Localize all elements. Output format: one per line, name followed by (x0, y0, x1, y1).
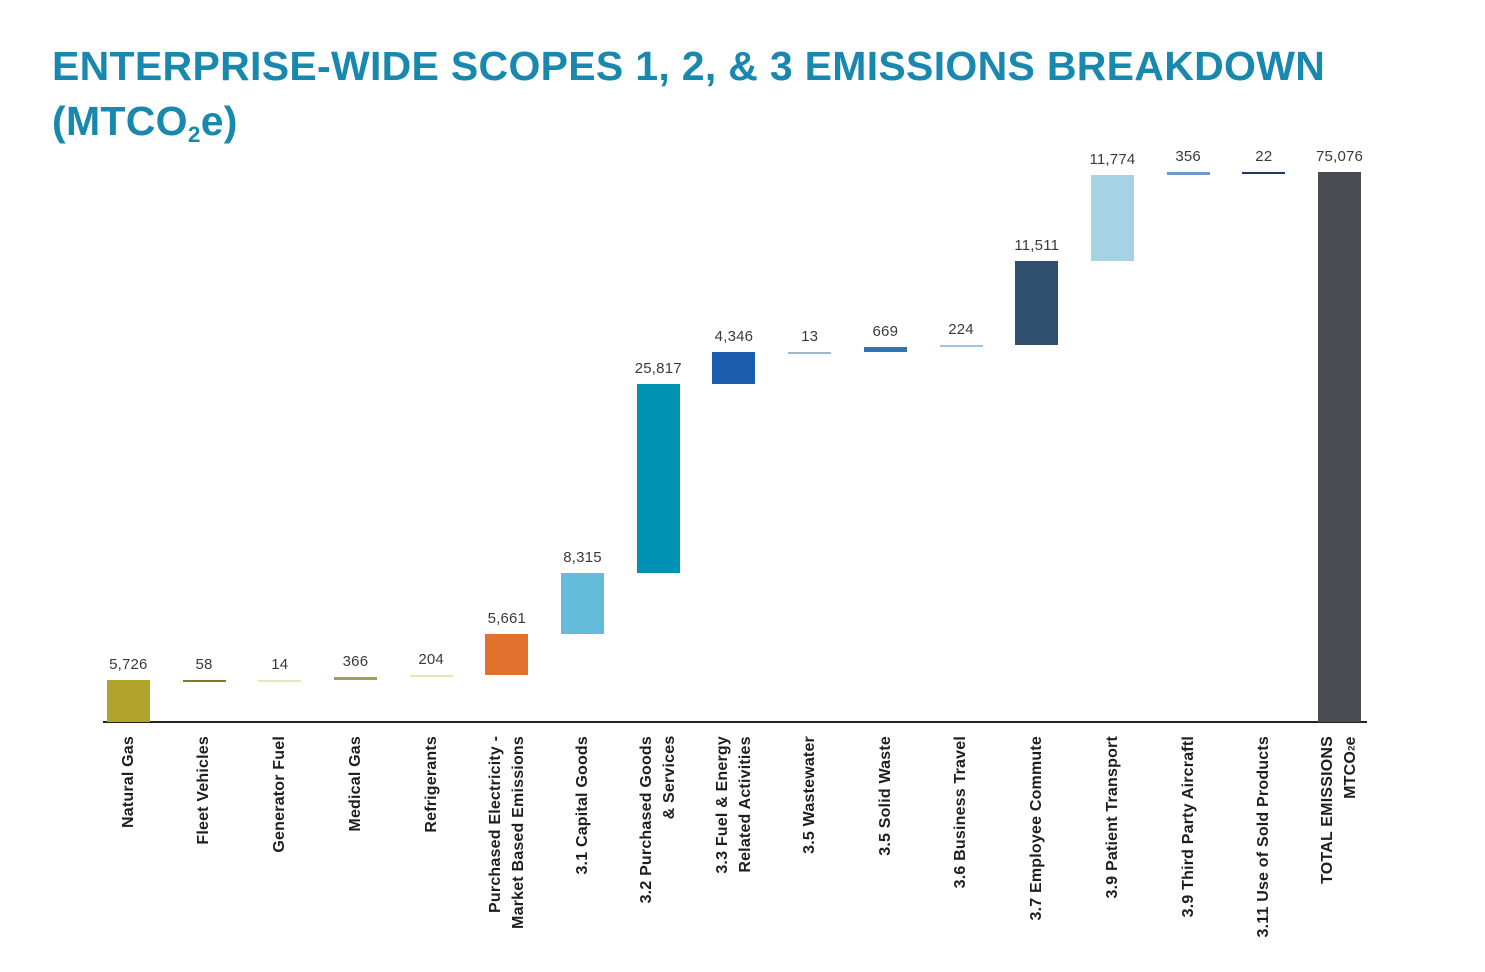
waterfall-bar (788, 351, 832, 354)
bar-value-label: 5,661 (487, 609, 527, 627)
category-label: 3.5 Wastewater (801, 736, 819, 854)
waterfall-bar (636, 383, 680, 573)
bar-value-label: 58 (195, 655, 213, 673)
category-label: Refrigerants (422, 736, 440, 833)
category-label-slot: 3.1 Capital Goods (545, 736, 621, 972)
waterfall-bar (561, 572, 605, 634)
category-label: Generator Fuel (271, 736, 289, 853)
category-label-slot: Medical Gas (318, 736, 394, 972)
waterfall-bar (485, 633, 529, 676)
waterfall-total-bar (1318, 172, 1362, 722)
waterfall-bar (712, 351, 756, 384)
category-label-slot: 3.5 Wastewater (772, 736, 848, 972)
bar-value-label: 8,315 (563, 548, 602, 566)
bar-value-label: 25,817 (634, 359, 682, 377)
category-label-slot: Purchased Electricity - Market Based Emis… (469, 736, 545, 972)
x-axis-line (103, 721, 1367, 723)
bar-value-label: 366 (342, 652, 369, 670)
waterfall-bar (409, 675, 453, 678)
bar-value-label: 204 (418, 651, 444, 669)
category-label-slot: 3.9 Patient Transport (1075, 736, 1151, 972)
bar-value-label: 11,511 (1014, 237, 1060, 255)
bar-value-label: 669 (872, 322, 899, 340)
bar-value-label: 4,346 (714, 327, 754, 345)
category-label-slot: Refrigerants (393, 736, 469, 972)
category-label: 3.5 Solid Waste (876, 736, 894, 856)
waterfall-bar (333, 676, 377, 680)
waterfall-bar (1015, 261, 1059, 346)
category-label: 3.2 Purchased Goods & Services (638, 736, 679, 904)
bar-value-label: 5,726 (109, 656, 148, 674)
category-label: Purchased Electricity - Market Based Emis… (486, 736, 527, 929)
chart-title-unit: (MTCO2e) (52, 97, 238, 147)
category-label: Medical Gas (346, 736, 364, 832)
category-label: 3.6 Business Travel (952, 736, 970, 889)
category-label-slot: TOTAL EMISSIONS MTCO2e (1302, 736, 1378, 972)
category-label: 3.3 Fuel & Energy Related Activities (713, 736, 754, 874)
waterfall-bar (1090, 174, 1134, 262)
category-label-slot: 3.5 Solid Waste (848, 736, 924, 972)
bar-value-label: 13 (801, 327, 819, 345)
waterfall-bar (863, 346, 907, 352)
bar-value-label: 11,774 (1089, 150, 1136, 168)
waterfall-bar (939, 345, 983, 348)
bar-value-label: 75,076 (1316, 148, 1364, 165)
category-label-slot: 3.6 Business Travel (923, 736, 999, 972)
category-label: 3.1 Capital Goods (573, 736, 591, 875)
bar-value-label: 224 (948, 321, 974, 339)
waterfall-bar (182, 679, 226, 682)
category-label-slot: 3.2 Purchased Goods & Services (620, 736, 696, 972)
category-label: Fleet Vehicles (195, 736, 213, 845)
bar-value-label: 356 (1175, 148, 1201, 166)
category-label: 3.7 Employee Commute (1028, 736, 1046, 921)
waterfall-bar (258, 679, 302, 682)
bar-value-label: 14 (271, 655, 289, 673)
subscript-2: 2 (1346, 745, 1358, 751)
category-label-slot: 3.9 Third Party Aircraftl (1150, 736, 1226, 972)
category-label-slot: 3.3 Fuel & Energy Related Activities (696, 736, 772, 972)
category-label: 3.9 Patient Transport (1103, 736, 1121, 899)
category-label: Natural Gas (119, 736, 137, 829)
chart-title: ENTERPRISE-WIDE SCOPES 1, 2, & 3 EMISSIO… (52, 39, 1392, 147)
subscript-2: 2 (187, 121, 201, 147)
category-label: TOTAL EMISSIONS MTCO2e (1319, 736, 1360, 884)
waterfall-bar (106, 680, 150, 722)
category-label-slot: Generator Fuel (242, 736, 318, 972)
category-label: 3.9 Third Party Aircraftl (1179, 736, 1197, 918)
category-label-slot: 3.7 Employee Commute (999, 736, 1075, 972)
waterfall-bar (1242, 172, 1286, 174)
waterfall-bar (1166, 172, 1210, 175)
category-label-slot: 3.11 Use of Sold Products (1226, 736, 1302, 972)
category-label-slot: Natural Gas (91, 736, 167, 972)
bar-value-label: 22 (1255, 148, 1273, 165)
category-label: 3.11 Use of Sold Products (1255, 736, 1273, 938)
chart-title-line1: ENTERPRISE-WIDE SCOPES 1, 2, & 3 EMISSIO… (52, 43, 1326, 90)
category-label-slot: Fleet Vehicles (166, 736, 242, 972)
